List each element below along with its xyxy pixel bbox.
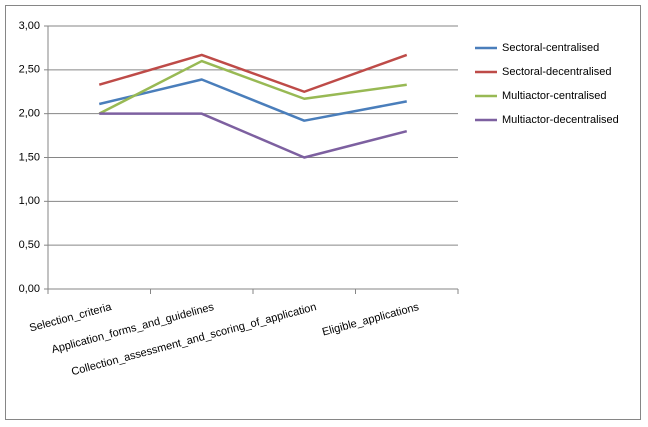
y-tick-label: 0,00 <box>19 283 40 295</box>
legend-label: Multiactor-decentralised <box>502 114 619 126</box>
y-tick-label: 0,50 <box>19 239 40 251</box>
y-tick-label: 3,00 <box>19 20 40 32</box>
y-tick-label: 2,50 <box>19 64 40 76</box>
y-tick-label: 1,50 <box>19 151 40 163</box>
legend-label: Multiactor-centralised <box>502 90 607 102</box>
series-line <box>98 53 408 93</box>
series-line <box>98 78 407 122</box>
chart-border <box>5 5 641 420</box>
legend-label: Sectoral-decentralised <box>502 66 611 78</box>
series-line <box>99 112 408 159</box>
y-tick-label: 1,00 <box>19 195 40 207</box>
y-tick-label: 2,00 <box>19 108 40 120</box>
legend-label: Sectoral-centralised <box>502 42 599 54</box>
series-line <box>98 59 407 115</box>
